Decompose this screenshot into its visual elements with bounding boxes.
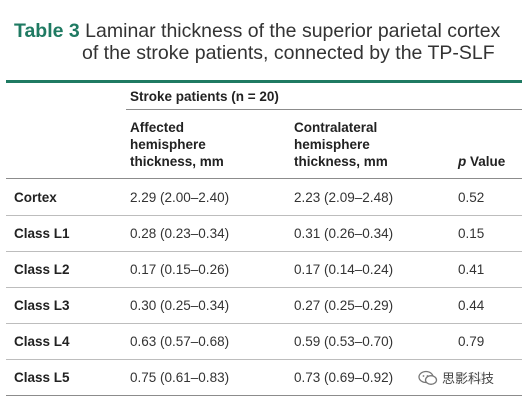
caption-title-part1: Laminar thickness of the superior pariet… [85,20,501,42]
row-label: Class L1 [14,226,70,241]
watermark: 思影科技 [418,368,495,387]
contralateral-value: 0.59 (0.53–0.70) [294,334,394,349]
contralateral-value: 0.27 (0.25–0.29) [294,298,394,313]
row-label: Cortex [14,190,57,205]
col-header-affected: Affected hemisphere thickness, mm [130,120,224,169]
group-header-rule [126,109,522,110]
row-label: Class L3 [14,298,70,313]
table-caption: Table 3 Laminar thickness of the superio… [14,20,514,64]
affected-value: 0.28 (0.23–0.34) [130,226,230,241]
p-value: 0.52 [458,190,485,205]
caption-line-1: Table 3 Laminar thickness of the superio… [14,20,514,42]
p-value: 0.15 [458,226,485,241]
contralateral-value: 0.73 (0.69–0.92) [294,370,394,385]
row-rule [6,287,522,288]
p-value: 0.44 [458,298,485,313]
col-header-contralateral: Contralateral hemisphere thickness, mm [294,120,388,169]
contralateral-value: 0.31 (0.26–0.34) [294,226,394,241]
row-label: Class L4 [14,334,70,349]
contralateral-value: 2.23 (2.09–2.48) [294,190,394,205]
affected-value: 0.75 (0.61–0.83) [130,370,230,385]
header-bottom-rule [6,178,522,179]
table-top-rule [6,80,522,83]
row-rule [6,359,522,360]
wechat-icon [418,370,438,385]
affected-value: 2.29 (2.00–2.40) [130,190,230,205]
row-rule [6,251,522,252]
caption-line-2: of the stroke patients, connected by the… [82,42,495,64]
row-rule [6,395,522,396]
affected-value: 0.30 (0.25–0.34) [130,298,230,313]
row-rule [6,215,522,216]
watermark-text: 思影科技 [442,371,495,386]
affected-value: 0.17 (0.15–0.26) [130,262,230,277]
row-label: Class L2 [14,262,70,277]
group-header: Stroke patients (n = 20) [130,89,279,104]
contralateral-value: 0.17 (0.14–0.24) [294,262,394,277]
row-rule [6,323,522,324]
affected-value: 0.63 (0.57–0.68) [130,334,230,349]
col-header-p-value: p Value [458,154,506,169]
p-value: 0.41 [458,262,485,277]
p-value: 0.79 [458,334,485,349]
row-label: Class L5 [14,370,70,385]
table-label: Table 3 [14,20,80,42]
